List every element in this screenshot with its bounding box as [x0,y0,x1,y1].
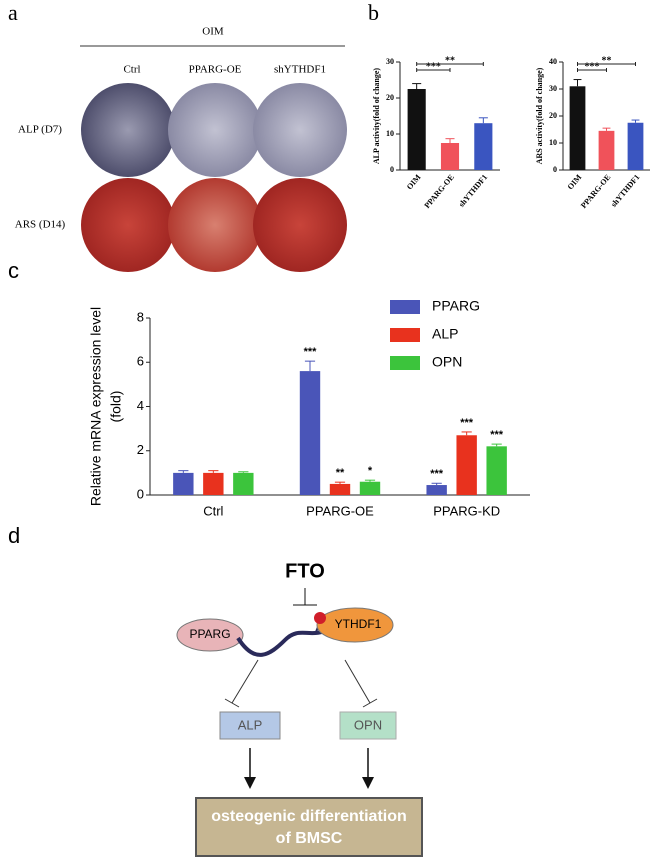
chart: 0 10 20 30 ALP activity(fold of change) OIM PP… [372,55,500,210]
y-tick-label: 30 [549,84,557,93]
significance: ** [445,55,455,66]
x-tick-label: PPARG-OE [579,173,612,210]
panel-label: d [8,523,20,548]
significance: ** [336,467,345,479]
row-label: ARS (D14) [15,219,66,231]
y-axis-label: ALP activity(fold of change) [372,68,381,165]
legend-label: PPARG [432,298,480,314]
x-tick-label: Ctrl [203,503,223,518]
y-tick-label: 40 [549,57,557,66]
bar [203,472,224,495]
well-image [81,178,175,272]
panel-label: c [8,258,19,283]
y-tick-label: 10 [386,129,394,138]
node-fto: FTO [285,560,325,582]
inhibit-line [344,659,371,704]
bar [440,143,460,170]
y-axis-label: (fold) [108,391,124,423]
x-tick-label: PPARG-KD [433,503,500,518]
legend-swatch [390,300,420,314]
x-tick-label: OIM [566,172,584,191]
chart: 0 2 4 6 8 Relative mRNA expression level (fold… [88,298,530,518]
y-tick-label: 20 [386,93,394,102]
legend-swatch [390,356,420,370]
bar [407,89,426,170]
bar [299,371,321,495]
legend-label: ALP [432,326,458,342]
y-axis-label: ARS activity(fold of change) [535,67,544,164]
y-tick-label: 0 [390,165,394,174]
inhibit-bar [362,698,378,708]
significance: * [368,465,373,477]
node-pparg: PPARG [189,627,230,641]
panel-a: a OIM Ctrl PPARG-OE shYTHDF1 ALP (D7) AR… [8,0,347,272]
well-image [81,83,175,177]
x-tick-label: shYTHDF1 [457,173,489,209]
outcome-text: of BMSC [276,830,343,847]
chart: 0 10 20 30 40 ARS activity(fold of change) OIM… [535,55,650,210]
x-tick-label: shYTHDF1 [609,173,641,209]
node-alp: ALP [238,717,263,732]
bar [627,122,644,170]
node-ythdf1-shape [316,607,394,643]
y-tick-label: 4 [137,398,144,413]
significance: *** [426,61,441,72]
y-tick-label: 6 [137,354,144,369]
x-tick-label: PPARG-OE [423,173,456,210]
y-tick-label: 10 [549,138,557,147]
panel-d: d FTO PPARG YTHDF1 ALP OPN osteogenic di… [8,523,423,857]
y-tick-label: 8 [137,309,144,324]
column-label: shYTHDF1 [274,64,326,76]
node-opn: OPN [354,717,382,732]
node-alp-box [219,711,281,740]
y-tick-label: 0 [137,486,144,501]
node-ythdf1: YTHDF1 [335,617,382,631]
bar [426,485,447,495]
significance: *** [460,417,474,429]
y-tick-label: 2 [137,442,144,457]
inhibit-line [231,659,259,704]
bar [486,446,507,495]
row-label: ALP (D7) [18,124,62,136]
bar [329,483,351,495]
y-tick-label: 30 [386,57,394,66]
bar [233,472,254,495]
bar [359,481,381,495]
y-axis-label: Relative mRNA expression level [88,307,104,506]
bar [569,86,586,170]
bar [598,130,615,170]
significance: *** [304,346,318,358]
legend-label: OPN [432,354,462,370]
column-label: PPARG-OE [189,64,242,76]
x-tick-label: PPARG-OE [306,503,374,518]
significance: *** [490,429,504,441]
outcome-text: osteogenic differentiation [211,808,407,825]
inhibit-bar [224,698,240,708]
node-opn-box [339,711,397,740]
mrna [236,626,333,657]
well-image [253,178,347,272]
significance: *** [585,61,600,72]
m6a-mark [314,612,326,624]
panel-label: a [8,0,18,25]
significance: *** [430,468,444,480]
significance: ** [602,55,612,66]
y-tick-label: 0 [553,165,557,174]
group-label: OIM [202,26,224,38]
well-image [168,178,262,272]
legend-swatch [390,328,420,342]
well-image [168,83,262,177]
column-label: Ctrl [123,64,140,76]
bar [173,472,194,495]
bar [456,435,477,495]
bar [474,123,493,170]
y-tick-label: 20 [549,111,557,120]
outcome-box [195,797,423,857]
x-tick-label: OIM [405,172,423,191]
node-pparg-shape [176,618,244,652]
panel-label: b [368,0,379,25]
well-image [253,83,347,177]
